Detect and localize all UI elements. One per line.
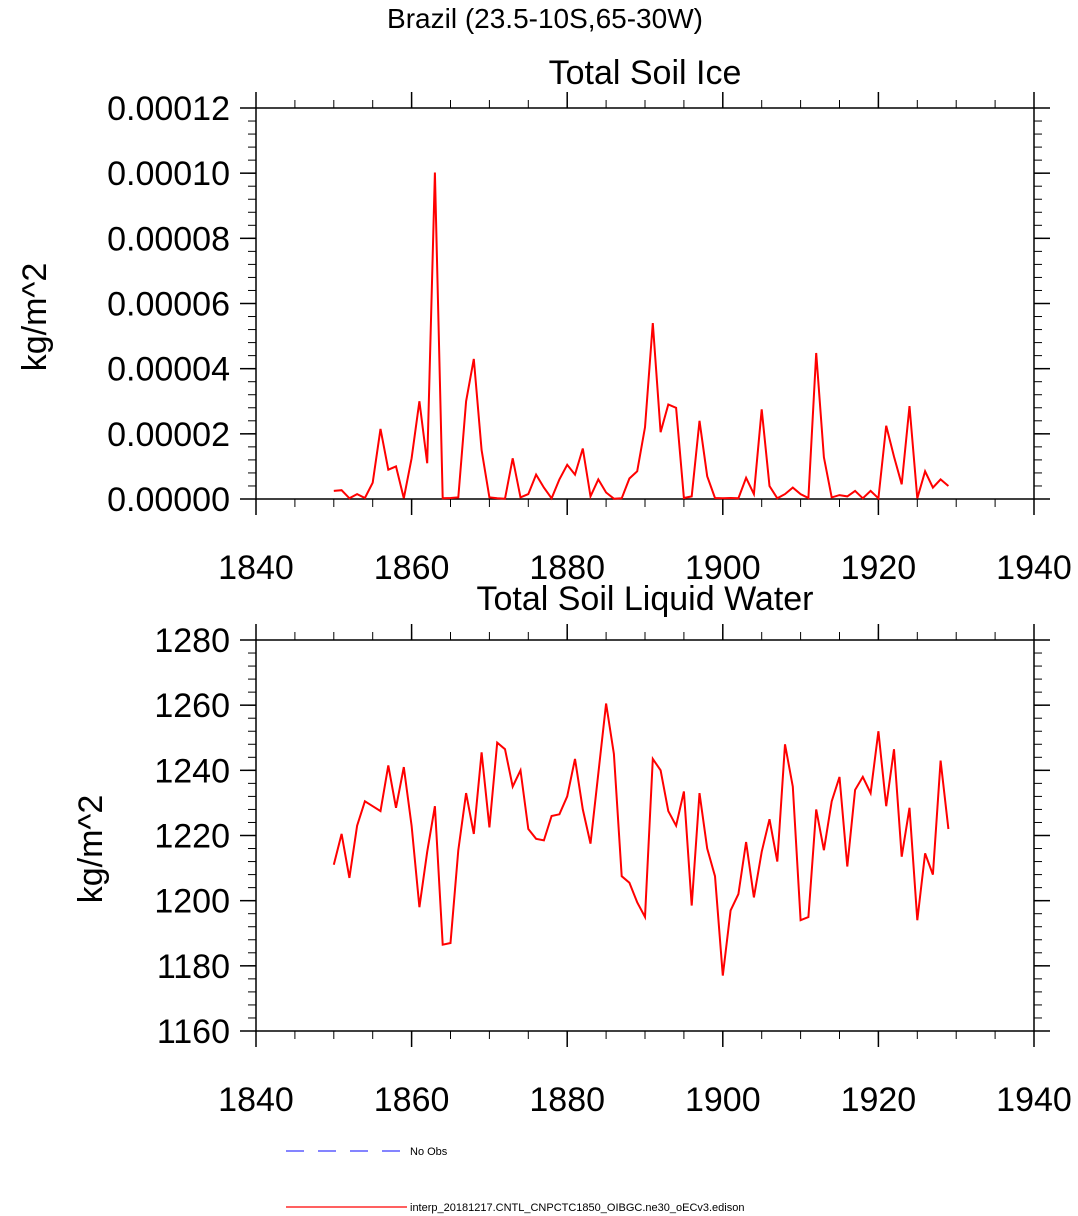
y-tick-label: 0.00002 — [107, 416, 230, 454]
legend-label-model: interp_20181217.CNTL_CNPCTC1850_OIBGC.ne… — [410, 1202, 744, 1214]
y-tick-label: 1280 — [154, 622, 230, 660]
x-tick-label: 1860 — [374, 1081, 450, 1119]
legend: No Obs interp_20181217.CNTL_CNPCTC1850_O… — [286, 1146, 744, 1214]
series-line — [332, 703, 950, 976]
x-tick-label: 1840 — [218, 1081, 294, 1119]
y-tick-label: 1260 — [154, 687, 230, 725]
y-tick-label: 0.00006 — [107, 286, 230, 324]
axis-ticks — [240, 92, 1050, 515]
y-tick-label: 0.00004 — [107, 351, 230, 389]
y-axis-label: kg/m^2 — [16, 263, 54, 372]
x-tick-label: 1880 — [529, 1081, 605, 1119]
plot-frame — [255, 639, 1035, 1032]
legend-label-no-obs: No Obs — [410, 1146, 448, 1158]
y-tick-label: 1200 — [154, 883, 230, 921]
axis-ticks — [240, 624, 1050, 1047]
x-tick-label: 1900 — [685, 549, 761, 587]
chart-title: Total Soil Liquid Water — [476, 580, 813, 618]
x-tick-label: 1840 — [218, 549, 294, 587]
y-tick-label: 0.00000 — [107, 481, 230, 519]
x-tick-label: 1860 — [374, 549, 450, 587]
y-axis-label: kg/m^2 — [72, 795, 110, 904]
y-tick-label: 0.00012 — [107, 90, 230, 128]
y-tick-label: 1180 — [157, 948, 230, 986]
x-tick-label: 1920 — [841, 1081, 917, 1119]
plot-frame — [255, 107, 1035, 500]
panel-total-soil-liquid-water: Total Soil Liquid Water kg/m^2 1840 1860 188… — [72, 580, 1072, 1119]
x-tick-label: 1880 — [529, 549, 605, 587]
y-tick-label: 1160 — [157, 1013, 230, 1051]
panel-total-soil-ice: Total Soil Ice kg/m^2 1840 1860 1880 1900 1920… — [16, 54, 1072, 587]
series-line — [333, 172, 950, 501]
x-tick-label: 1900 — [685, 1081, 761, 1119]
x-tick-label: 1920 — [841, 549, 917, 587]
y-tick-label: 1240 — [154, 752, 230, 790]
x-tick-label: 1940 — [996, 549, 1072, 587]
y-tick-label: 1220 — [154, 818, 230, 856]
figure-suptitle: Brazil (23.5-10S,65-30W) — [387, 3, 703, 34]
y-tick-label: 0.00010 — [107, 155, 230, 193]
y-tick-label: 0.00008 — [107, 220, 230, 258]
chart-title: Total Soil Ice — [549, 54, 742, 92]
x-tick-label: 1940 — [996, 1081, 1072, 1119]
